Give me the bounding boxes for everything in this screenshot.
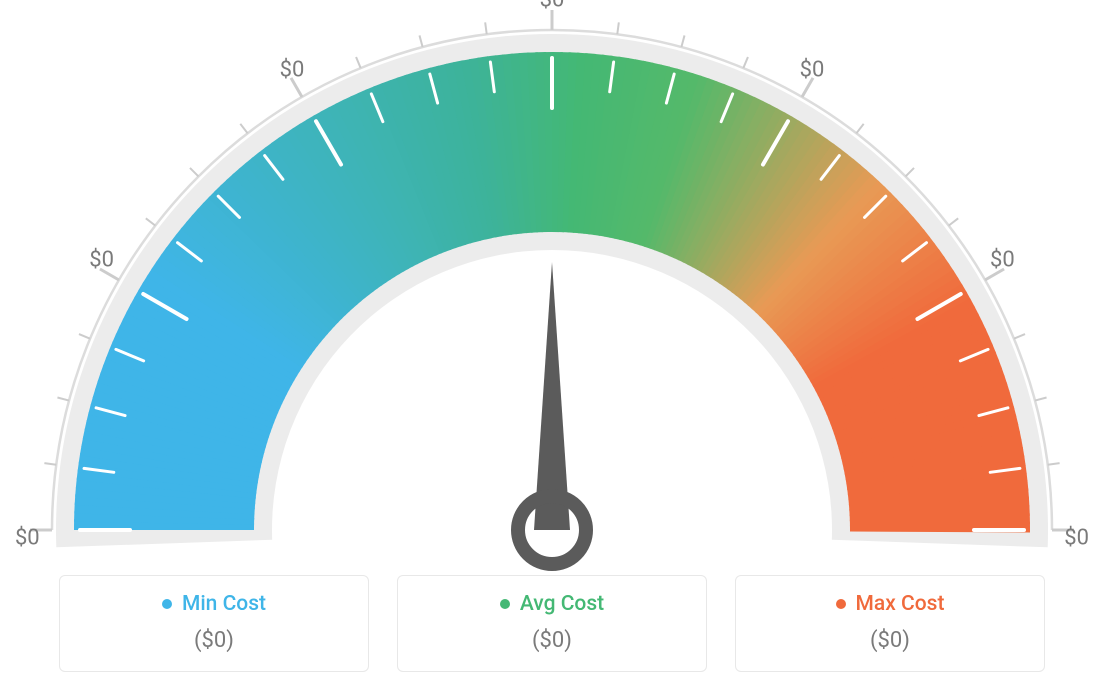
legend-label-avg: Avg Cost <box>398 592 706 616</box>
gauge-chart <box>14 10 1090 590</box>
legend-value-max: ($0) <box>736 628 1044 653</box>
gauge-tick-label: $0 <box>89 248 114 273</box>
legend-row: Min Cost ($0) Avg Cost ($0) Max Cost ($0… <box>0 575 1104 672</box>
gauge-tick-label: $0 <box>800 57 825 82</box>
legend-text-avg: Avg Cost <box>520 592 604 616</box>
gauge-tick-label: $0 <box>990 248 1015 273</box>
legend-card-max: Max Cost ($0) <box>735 575 1045 672</box>
legend-text-max: Max Cost <box>856 592 945 616</box>
legend-dot-avg <box>500 599 510 609</box>
legend-label-min: Min Cost <box>60 592 368 616</box>
gauge-tick-label: $0 <box>15 526 40 551</box>
legend-label-max: Max Cost <box>736 592 1044 616</box>
legend-dot-min <box>162 599 172 609</box>
gauge-tick-label: $0 <box>280 57 305 82</box>
gauge-svg <box>14 10 1090 590</box>
gauge-tick-label: $0 <box>540 0 565 13</box>
legend-card-min: Min Cost ($0) <box>59 575 369 672</box>
gauge-tick-label: $0 <box>1064 526 1089 551</box>
legend-dot-max <box>836 599 846 609</box>
legend-value-avg: ($0) <box>398 628 706 653</box>
legend-value-min: ($0) <box>60 628 368 653</box>
legend-text-min: Min Cost <box>182 592 266 616</box>
legend-card-avg: Avg Cost ($0) <box>397 575 707 672</box>
